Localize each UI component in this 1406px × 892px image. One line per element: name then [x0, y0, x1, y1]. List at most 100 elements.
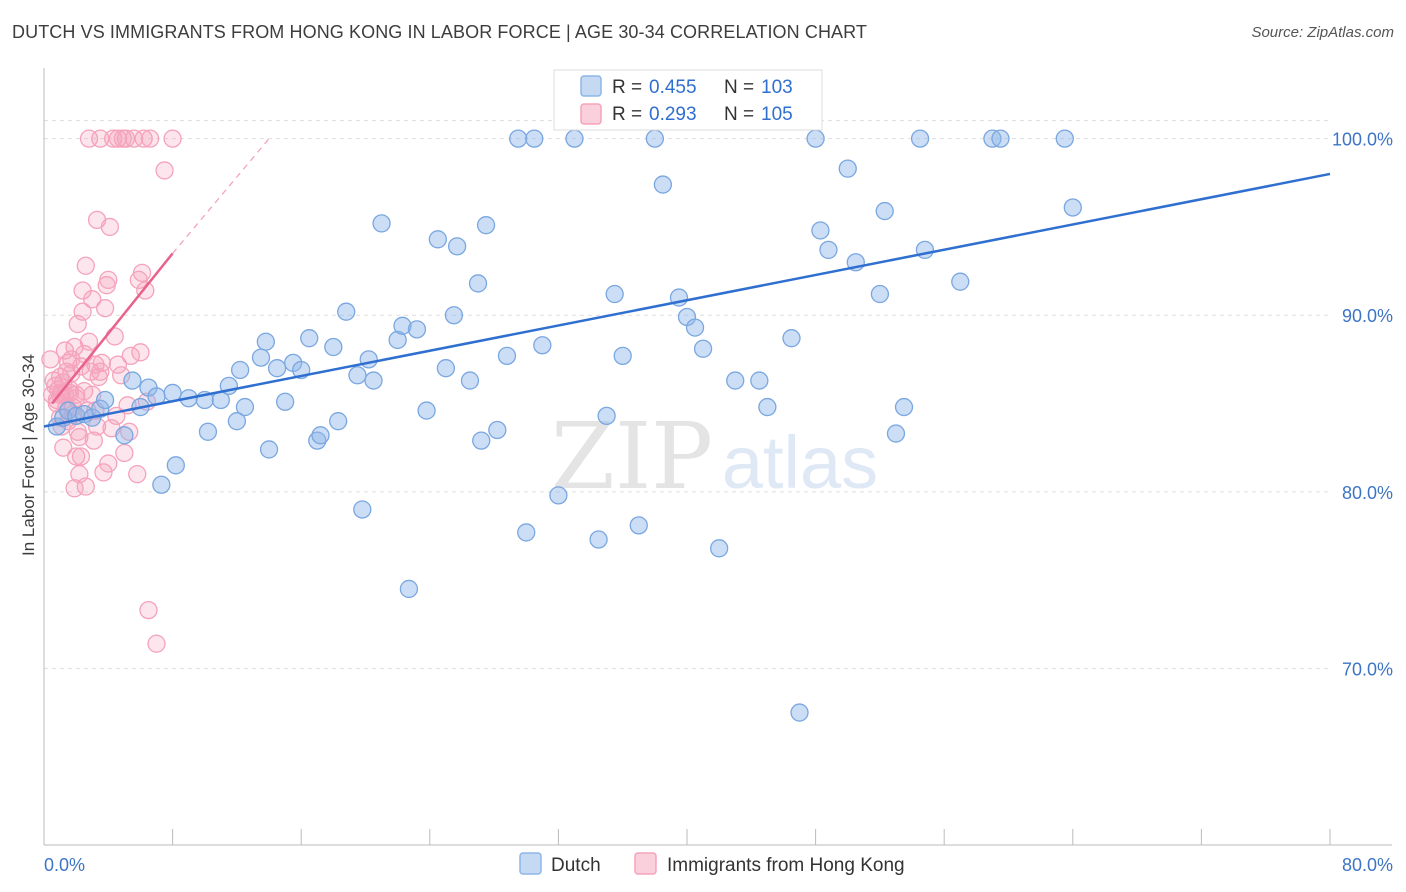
point-dutch — [875, 201, 894, 221]
point-dutch — [790, 703, 809, 722]
point-dutch — [589, 530, 608, 549]
point-hong-kong — [79, 332, 99, 351]
x-tick-label-min: 0.0% — [44, 855, 85, 875]
point-hong-kong — [121, 346, 140, 365]
point-hong-kong — [99, 270, 118, 290]
point-dutch — [235, 397, 255, 417]
series-dutch — [47, 129, 1082, 722]
point-dutch — [364, 371, 383, 390]
point-dutch — [597, 406, 616, 426]
point-dutch — [436, 359, 456, 378]
point-dutch — [444, 306, 464, 325]
point-dutch — [1063, 198, 1082, 217]
point-hong-kong — [112, 366, 131, 385]
source-credit: Source: ZipAtlas.com — [1251, 24, 1394, 41]
point-dutch — [758, 397, 777, 417]
point-dutch — [629, 516, 648, 535]
point-dutch — [308, 431, 327, 450]
point-dutch — [1055, 129, 1074, 148]
point-dutch — [605, 284, 624, 304]
legend-r-label-dutch: R = — [612, 77, 642, 98]
point-hong-kong — [95, 299, 115, 318]
point-dutch — [838, 159, 857, 178]
point-dutch — [782, 329, 801, 348]
point-dutch — [300, 329, 319, 348]
point-dutch — [613, 346, 632, 365]
legend-bottom-label-dutch: Dutch — [551, 855, 601, 876]
point-dutch — [886, 424, 906, 443]
point-hong-kong — [94, 463, 113, 482]
point-dutch — [353, 500, 372, 519]
point-dutch — [230, 360, 250, 380]
point-hong-kong — [131, 343, 150, 362]
point-dutch — [750, 371, 769, 390]
point-hong-kong — [91, 129, 110, 148]
point-hong-kong — [99, 454, 118, 473]
point-hong-kong — [163, 129, 182, 148]
point-hong-kong — [100, 217, 120, 237]
y-tick-label: 100.0% — [1332, 130, 1393, 150]
legend-n-value-dutch: 103 — [761, 77, 793, 98]
point-dutch — [417, 401, 436, 420]
legend-n-label-hong-kong: N = — [724, 104, 754, 125]
point-dutch — [819, 240, 838, 260]
point-hong-kong — [115, 443, 134, 463]
point-dutch — [95, 390, 115, 410]
point-dutch — [472, 431, 491, 450]
point-hong-kong — [84, 431, 103, 450]
watermark-atlas: atlas — [722, 421, 878, 504]
legend-r-label-hong-kong: R = — [612, 104, 642, 125]
point-dutch — [166, 456, 185, 475]
point-dutch — [324, 337, 343, 357]
point-dutch — [645, 129, 664, 148]
point-dutch — [533, 336, 552, 355]
point-dutch — [227, 412, 247, 431]
point-dutch — [685, 318, 705, 337]
point-hong-kong — [155, 161, 174, 180]
point-hong-kong — [54, 438, 73, 457]
point-dutch — [311, 426, 330, 445]
point-dutch — [565, 129, 584, 148]
point-dutch — [91, 399, 110, 418]
point-dutch — [267, 359, 287, 378]
point-dutch — [488, 420, 507, 440]
point-hong-kong — [41, 350, 60, 369]
point-dutch — [256, 332, 275, 351]
point-dutch — [910, 129, 930, 148]
point-dutch — [372, 214, 391, 233]
point-dutch — [460, 371, 480, 390]
point-hong-kong — [147, 634, 166, 653]
point-dutch — [259, 440, 279, 459]
point-dutch — [811, 221, 830, 240]
gridlines — [44, 120, 1330, 669]
point-hong-kong — [73, 302, 92, 321]
legend-r-value-dutch: 0.455 — [649, 77, 697, 98]
point-hong-kong — [76, 256, 95, 275]
point-hong-kong — [87, 417, 107, 436]
point-dutch — [251, 348, 271, 367]
legend-stats: R = 0.455 N = 103 R = 0.293 N = 105 — [553, 69, 823, 131]
point-hong-kong — [108, 355, 128, 374]
y-tick-labels: 70.0% 80.0% 90.0% 100.0% — [1332, 130, 1393, 680]
y-axis-title: In Labor Force | Age 30-34 — [19, 354, 38, 556]
legend-bottom-swatch-hong-kong — [634, 852, 657, 875]
legend-series: Dutch Immigrants from Hong Kong — [519, 852, 905, 876]
point-dutch — [393, 316, 412, 335]
point-dutch — [152, 475, 171, 494]
trend-line-hong-kong — [51, 252, 174, 405]
point-dutch — [726, 371, 745, 390]
point-dutch — [951, 272, 970, 291]
point-hong-kong — [103, 129, 123, 148]
point-dutch — [549, 486, 568, 505]
point-dutch — [115, 426, 134, 445]
point-hong-kong — [105, 327, 124, 346]
legend-bottom-label-hong-kong: Immigrants from Hong Kong — [667, 855, 905, 876]
point-hong-kong — [134, 129, 153, 148]
point-hong-kong — [139, 600, 158, 620]
watermark-zip: ZIP — [551, 403, 713, 510]
point-dutch — [337, 302, 356, 321]
y-tick-label: 70.0% — [1342, 659, 1393, 679]
axes — [43, 68, 1392, 846]
point-hong-kong — [67, 447, 86, 466]
point-hong-kong — [136, 281, 155, 300]
